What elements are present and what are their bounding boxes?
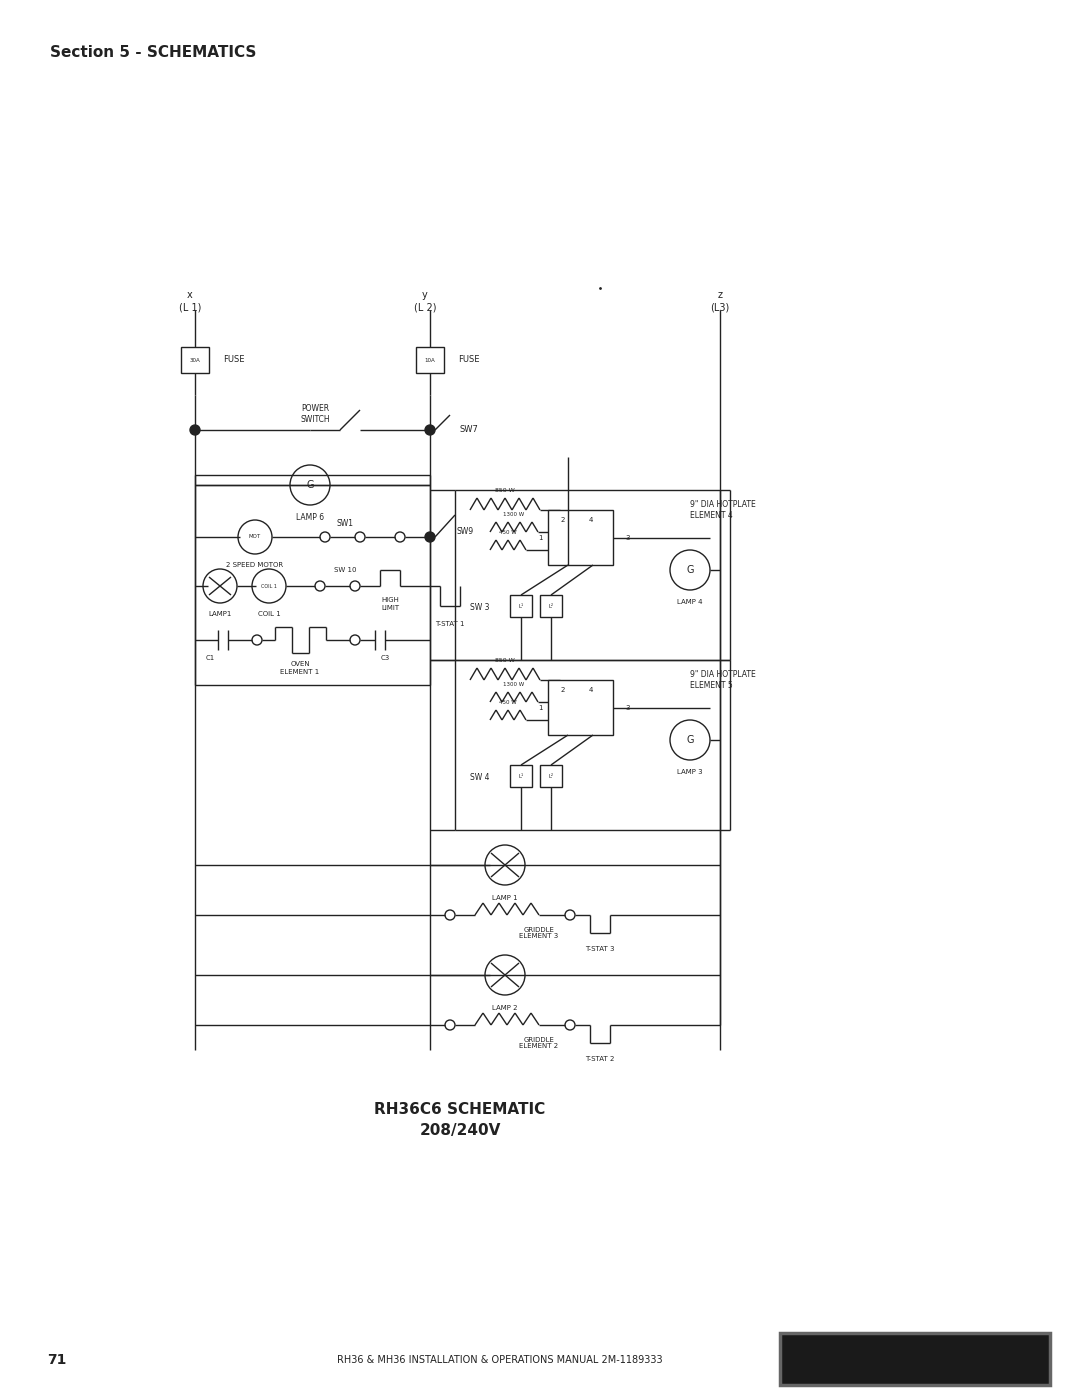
Text: y: y: [422, 291, 428, 300]
Bar: [548, 510, 613, 564]
Text: 3: 3: [625, 705, 631, 711]
Text: 9" DIA HOTPLATE
ELEMENT 4: 9" DIA HOTPLATE ELEMENT 4: [690, 500, 756, 520]
Text: z: z: [717, 291, 723, 300]
Text: L¹: L¹: [518, 774, 524, 778]
Text: G: G: [686, 564, 693, 576]
Text: GRIDDLE
ELEMENT 2: GRIDDLE ELEMENT 2: [519, 1037, 558, 1049]
Text: OVEN
ELEMENT 1: OVEN ELEMENT 1: [281, 662, 320, 675]
Text: SW1: SW1: [337, 518, 353, 528]
Text: 9" DIA HOTPLATE
ELEMENT 5: 9" DIA HOTPLATE ELEMENT 5: [690, 671, 756, 690]
Text: 10A: 10A: [424, 358, 435, 362]
Text: 208/240V: 208/240V: [419, 1123, 501, 1137]
Text: POWER
SWITCH: POWER SWITCH: [300, 404, 329, 423]
Text: COIL 1: COIL 1: [258, 610, 281, 617]
Text: 850 W: 850 W: [495, 658, 515, 662]
Text: 30A: 30A: [190, 358, 201, 362]
Text: 2: 2: [561, 687, 565, 693]
Bar: [510, 595, 532, 617]
Text: 450 W: 450 W: [499, 700, 517, 704]
Text: (L 2): (L 2): [414, 303, 436, 313]
Text: 3: 3: [625, 535, 631, 541]
Text: SW9: SW9: [457, 528, 473, 536]
Text: Toastmaster®: Toastmaster®: [832, 1350, 998, 1369]
Text: LAMP 4: LAMP 4: [677, 599, 703, 605]
Circle shape: [426, 532, 435, 542]
Text: (L 1): (L 1): [179, 303, 201, 313]
Text: H: H: [1036, 1355, 1042, 1363]
Circle shape: [190, 425, 200, 434]
Text: SW7: SW7: [460, 426, 478, 434]
Text: T-STAT 3: T-STAT 3: [585, 946, 615, 951]
Bar: [540, 595, 562, 617]
Text: L²: L²: [549, 774, 554, 778]
Text: MOT: MOT: [248, 535, 261, 539]
Text: GRIDDLE
ELEMENT 3: GRIDDLE ELEMENT 3: [519, 926, 558, 940]
Text: (L3): (L3): [711, 303, 730, 313]
Text: RH36 & MH36 INSTALLATION & OPERATIONS MANUAL 2M-1189333: RH36 & MH36 INSTALLATION & OPERATIONS MA…: [337, 1355, 663, 1365]
Bar: [181, 346, 210, 373]
Text: L²: L²: [549, 604, 554, 609]
Text: Section 5 - SCHEMATICS: Section 5 - SCHEMATICS: [50, 45, 256, 60]
Text: 2: 2: [561, 517, 565, 522]
Text: 2 SPEED MOTOR: 2 SPEED MOTOR: [227, 562, 284, 569]
Text: FUSE: FUSE: [458, 355, 480, 365]
Text: COIL 1: COIL 1: [261, 584, 276, 588]
Text: x: x: [187, 291, 193, 300]
Text: G: G: [307, 481, 314, 490]
Text: 4: 4: [589, 687, 593, 693]
Text: SW 4: SW 4: [470, 773, 489, 781]
Text: LAMP 1: LAMP 1: [492, 895, 517, 901]
Circle shape: [426, 425, 435, 434]
Text: RH36C6 SCHEMATIC: RH36C6 SCHEMATIC: [375, 1102, 545, 1118]
Text: 1: 1: [538, 535, 542, 541]
Bar: [540, 766, 562, 787]
Text: 1300 W: 1300 W: [503, 511, 525, 517]
Text: C3: C3: [380, 655, 390, 661]
FancyBboxPatch shape: [780, 1333, 1050, 1384]
Text: SW 10: SW 10: [334, 567, 356, 573]
Text: 450 W: 450 W: [499, 529, 517, 535]
Text: SW 3: SW 3: [470, 602, 489, 612]
Text: FUSE: FUSE: [222, 355, 244, 365]
Text: G: G: [686, 735, 693, 745]
Text: L¹: L¹: [518, 604, 524, 609]
Text: LAMP1: LAMP1: [208, 610, 232, 617]
Bar: [548, 680, 613, 735]
Text: 71: 71: [48, 1354, 66, 1368]
Text: T-STAT 2: T-STAT 2: [585, 1056, 615, 1062]
Text: 4: 4: [589, 517, 593, 522]
Text: LAMP 6: LAMP 6: [296, 513, 324, 521]
Text: HIGH
LIMIT: HIGH LIMIT: [381, 598, 400, 610]
Text: C1: C1: [205, 655, 215, 661]
Text: LAMP 2: LAMP 2: [492, 1004, 517, 1011]
Text: H: H: [788, 1355, 795, 1363]
Text: T-STAT 1: T-STAT 1: [435, 622, 464, 627]
Text: LAMP 3: LAMP 3: [677, 768, 703, 775]
Text: 1: 1: [538, 705, 542, 711]
Text: 1300 W: 1300 W: [503, 682, 525, 686]
Bar: [510, 766, 532, 787]
Bar: [416, 346, 444, 373]
Text: 850 W: 850 W: [495, 488, 515, 493]
